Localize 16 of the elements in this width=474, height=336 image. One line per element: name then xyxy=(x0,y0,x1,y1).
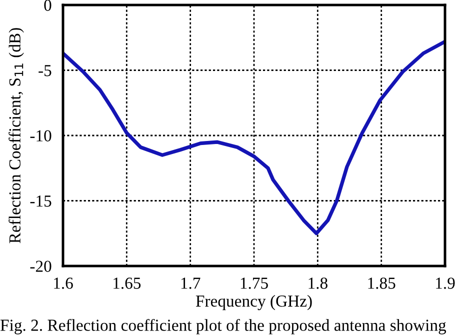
caption: Fig. 2. Reflection coefficient plot of the proposed antenna showing xyxy=(0,318,446,334)
y-tick-label: -20 xyxy=(30,260,52,272)
y-tick-label: -10 xyxy=(30,130,52,142)
y-tick-label: -15 xyxy=(30,196,52,207)
x-tick-label: 1.65 xyxy=(114,278,141,289)
x-tick-label: 1.6 xyxy=(54,278,73,289)
y-tick-label: 0 xyxy=(44,0,52,11)
x-tick-label: 1.7 xyxy=(181,278,200,289)
line-series xyxy=(63,40,445,236)
x-tick-label: 1.9 xyxy=(436,278,455,289)
y-axis-title: Reflection Coefficient, S$_{11}$ (dB) xyxy=(8,28,24,244)
x-axis-title: Frequency (GHz) xyxy=(196,295,312,310)
y-tick-label: -5 xyxy=(38,65,52,76)
x-tick-label: 1.85 xyxy=(368,278,396,289)
x-tick-label: 1.75 xyxy=(240,278,268,289)
x-tick-label: 1.8 xyxy=(308,278,328,289)
